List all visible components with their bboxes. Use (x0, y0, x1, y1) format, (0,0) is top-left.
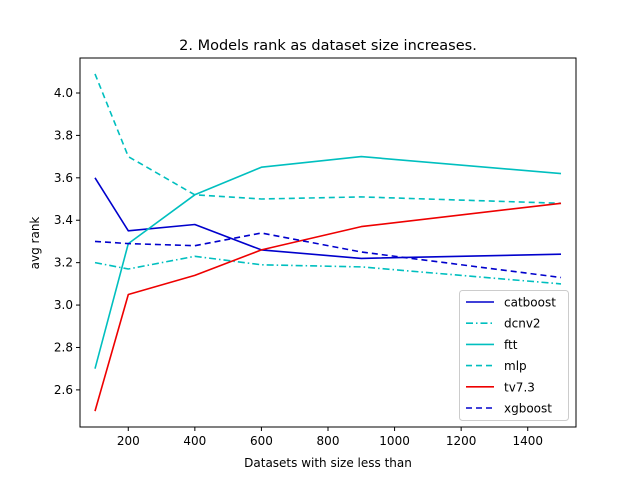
x-axis-label: Datasets with size less than (244, 456, 412, 470)
y-tick-label: 3.2 (54, 256, 73, 270)
series-line-ftt (94, 155, 562, 369)
x-tick-label: 800 (317, 434, 340, 448)
x-tick-label: 1000 (379, 434, 410, 448)
x-tick-label: 1400 (512, 434, 543, 448)
series-line-mlp (94, 73, 562, 205)
series-line-xgboost (94, 232, 562, 279)
y-tick-label: 2.8 (54, 340, 73, 354)
legend-label: dcnv2 (504, 317, 541, 331)
legend-label: mlp (504, 359, 527, 373)
x-tick-label: 200 (117, 434, 140, 448)
series-line-dcnv2 (94, 255, 562, 285)
legend-label: ftt (504, 338, 518, 352)
y-tick-label: 2.6 (54, 383, 73, 397)
y-tick-label: 4.0 (54, 86, 73, 100)
y-tick-label: 3.4 (54, 213, 73, 227)
legend: catboost dcnv2 ftt mlp tv7.3 xgboost (459, 290, 569, 421)
legend-label: tv7.3 (504, 380, 535, 394)
y-tick-label: 3.6 (54, 171, 73, 185)
y-tick-label: 3.0 (54, 298, 73, 312)
series-line-catboost (94, 177, 562, 260)
x-tick-label: 1200 (446, 434, 477, 448)
legend-label: xgboost (504, 402, 552, 416)
series-line-tv7-3 (94, 202, 562, 412)
plot-area: 200 400 600 800 1000 1200 1400 2.6 2.8 3.0 3.2 3.4 3… (54, 73, 562, 448)
legend-label: catboost (504, 296, 556, 310)
y-tick-label: 3.8 (54, 128, 73, 142)
y-axis-label: avg rank (28, 217, 42, 270)
x-tick-label: 600 (250, 434, 273, 448)
plot-frame (79, 57, 577, 428)
chart-title: 2. Models rank as dataset size increases… (179, 38, 477, 54)
x-tick-label: 400 (183, 434, 206, 448)
